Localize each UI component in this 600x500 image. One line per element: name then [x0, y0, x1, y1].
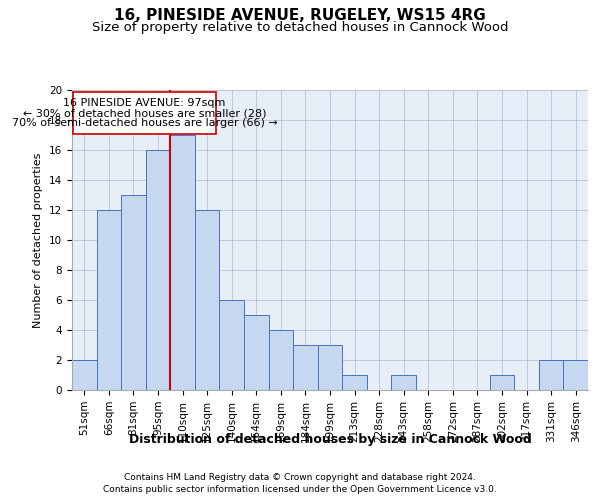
Text: 16, PINESIDE AVENUE, RUGELEY, WS15 4RG: 16, PINESIDE AVENUE, RUGELEY, WS15 4RG [114, 8, 486, 22]
Y-axis label: Number of detached properties: Number of detached properties [34, 152, 43, 328]
Bar [563, 360, 588, 390]
Bar [170, 135, 195, 390]
Text: Size of property relative to detached houses in Cannock Wood: Size of property relative to detached ho… [92, 21, 508, 34]
Bar [293, 345, 318, 390]
Bar [121, 195, 146, 390]
Text: 16 PINESIDE AVENUE: 97sqm: 16 PINESIDE AVENUE: 97sqm [63, 98, 226, 108]
Bar [342, 375, 367, 390]
Bar [391, 375, 416, 390]
Bar [244, 315, 269, 390]
Text: Distribution of detached houses by size in Cannock Wood: Distribution of detached houses by size … [128, 432, 532, 446]
Bar [220, 300, 244, 390]
Bar [72, 360, 97, 390]
Text: Contains public sector information licensed under the Open Government Licence v3: Contains public sector information licen… [103, 485, 497, 494]
Bar [269, 330, 293, 390]
Bar [318, 345, 342, 390]
Bar [490, 375, 514, 390]
FancyBboxPatch shape [73, 92, 216, 134]
Text: ← 30% of detached houses are smaller (28): ← 30% of detached houses are smaller (28… [23, 108, 266, 118]
Bar [539, 360, 563, 390]
Bar [97, 210, 121, 390]
Text: Contains HM Land Registry data © Crown copyright and database right 2024.: Contains HM Land Registry data © Crown c… [124, 472, 476, 482]
Bar [195, 210, 220, 390]
Bar [146, 150, 170, 390]
Text: 70% of semi-detached houses are larger (66) →: 70% of semi-detached houses are larger (… [11, 118, 277, 128]
